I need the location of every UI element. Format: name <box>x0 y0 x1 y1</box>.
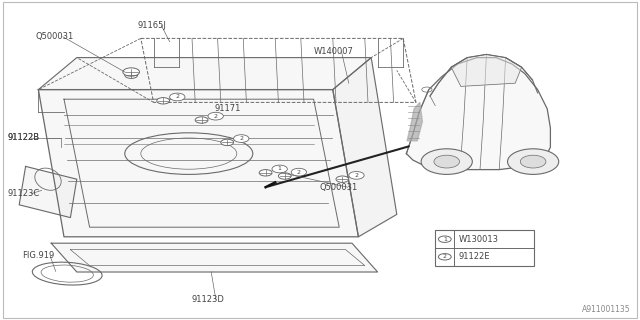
Circle shape <box>123 68 140 76</box>
Text: W130013: W130013 <box>459 235 499 244</box>
Text: 91123C: 91123C <box>8 189 40 198</box>
Text: 91122B: 91122B <box>8 133 40 142</box>
Text: 91171: 91171 <box>214 104 241 113</box>
Circle shape <box>157 98 170 104</box>
Circle shape <box>278 173 291 179</box>
Circle shape <box>421 149 472 174</box>
Text: 91122B: 91122B <box>8 133 40 142</box>
Circle shape <box>520 155 546 168</box>
Circle shape <box>434 155 460 168</box>
Polygon shape <box>19 166 77 218</box>
Circle shape <box>508 149 559 174</box>
Polygon shape <box>51 243 378 272</box>
Polygon shape <box>451 54 522 86</box>
Text: 2: 2 <box>355 173 358 178</box>
Text: 2: 2 <box>239 136 243 141</box>
Text: 2: 2 <box>297 170 301 175</box>
Text: A911001135: A911001135 <box>582 305 630 314</box>
Text: 1: 1 <box>443 237 447 242</box>
Circle shape <box>291 168 307 176</box>
Polygon shape <box>407 102 422 141</box>
Text: FIG.919: FIG.919 <box>22 252 54 260</box>
Text: 2: 2 <box>443 254 447 259</box>
Text: Q500031: Q500031 <box>320 183 358 192</box>
Circle shape <box>195 117 208 123</box>
Text: Q500031: Q500031 <box>35 32 74 41</box>
Text: 91123D: 91123D <box>192 295 225 304</box>
Circle shape <box>438 236 451 243</box>
Polygon shape <box>38 58 371 90</box>
Polygon shape <box>406 58 550 170</box>
Circle shape <box>259 170 272 176</box>
Text: W140007: W140007 <box>314 47 353 56</box>
Circle shape <box>272 165 287 173</box>
Circle shape <box>208 112 223 120</box>
Circle shape <box>336 176 349 182</box>
Text: 2: 2 <box>175 94 179 100</box>
Circle shape <box>234 135 249 142</box>
Text: 1: 1 <box>278 166 282 172</box>
Circle shape <box>221 139 234 146</box>
Circle shape <box>125 72 138 78</box>
Polygon shape <box>333 58 397 237</box>
Text: 2: 2 <box>214 114 218 119</box>
Polygon shape <box>38 90 358 237</box>
Text: 91122E: 91122E <box>459 252 490 261</box>
Bar <box>435 230 534 266</box>
Text: 91165J: 91165J <box>138 21 166 30</box>
Circle shape <box>349 172 364 179</box>
Circle shape <box>170 93 185 101</box>
Circle shape <box>438 253 451 260</box>
